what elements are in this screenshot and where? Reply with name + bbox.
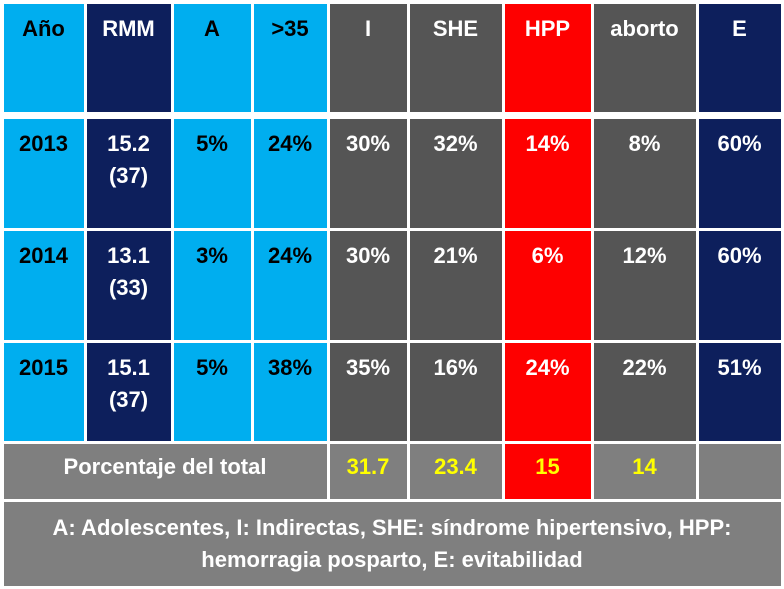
row-3-cell-indirect: 35% xyxy=(329,342,407,441)
row-2-adolescents: 3% xyxy=(196,242,228,268)
row-3-rmm: 15.1 xyxy=(107,354,150,380)
row-3-over-35: 38% xyxy=(267,354,313,380)
row-1-cell-indirect: 30% xyxy=(329,118,407,228)
row-2-rmm: 13.1 xyxy=(107,242,150,268)
row-2-cell-over-35: 24% xyxy=(253,230,327,340)
row-2-cell-year: 2014 xyxy=(3,230,84,340)
row-3-abortion: 22% xyxy=(622,354,667,380)
total-label: Porcentaje del total xyxy=(63,453,267,479)
row-1-adolescents: 5% xyxy=(196,130,228,156)
row-3-she: 16% xyxy=(433,354,478,380)
row-3-cell-year: 2015 xyxy=(3,342,84,441)
row-2-indirect: 30% xyxy=(345,242,391,268)
total-she: 23.4 xyxy=(434,453,477,479)
header-cell-year: Año xyxy=(3,3,84,112)
header-cell-indirect: I xyxy=(329,3,407,112)
header-cell-abortion: aborto xyxy=(593,3,696,112)
row-3-cell-hpp: 24% xyxy=(504,342,591,441)
row-1-cell-adolescents: 5% xyxy=(173,118,251,228)
header-label-indirect: I xyxy=(364,15,372,41)
row-3-cell-avoidability: 51% xyxy=(698,342,781,441)
header-label-adolescents: A xyxy=(204,15,220,41)
row-2-over-35: 24% xyxy=(267,242,313,268)
row-1-year: 2013 xyxy=(19,130,68,156)
total-hpp: 15 xyxy=(535,453,560,479)
header-label-abortion: aborto xyxy=(610,15,679,41)
header-label-hpp: HPP xyxy=(524,15,571,41)
total-indirect: 31.7 xyxy=(346,453,390,479)
header-label-over-35: >35 xyxy=(271,15,309,41)
total-cell-she: 23.4 xyxy=(409,443,502,499)
header-cell-rmm: RMM xyxy=(86,3,171,112)
header-cell-hpp: HPP xyxy=(504,3,591,112)
row-1-rmm-count: (37) xyxy=(108,162,149,188)
header-cell-she: SHE xyxy=(409,3,502,112)
row-1-cell-she: 32% xyxy=(409,118,502,228)
total-cell-abortion: 14 xyxy=(593,443,696,499)
row-1-cell-hpp: 14% xyxy=(504,118,591,228)
row-1-cell-over-35: 24% xyxy=(253,118,327,228)
row-1-rmm: 15.2 xyxy=(107,130,150,156)
row-2-rmm-count: (33) xyxy=(108,274,149,300)
row-3-cell-abortion: 22% xyxy=(593,342,696,441)
row-2-she: 21% xyxy=(433,242,478,268)
row-3-cell-adolescents: 5% xyxy=(173,342,251,441)
row-2-cell-adolescents: 3% xyxy=(173,230,251,340)
row-1-cell-year: 2013 xyxy=(3,118,84,228)
legend-cell: A: Adolescentes, I: Indirectas, SHE: sín… xyxy=(3,501,781,586)
row-3-cell-over-35: 38% xyxy=(253,342,327,441)
row-2-cell-abortion: 12% xyxy=(593,230,696,340)
header-cell-avoidability: E xyxy=(698,3,781,112)
total-label-cell: Porcentaje del total xyxy=(3,443,327,499)
row-2-avoidability: 60% xyxy=(717,242,762,268)
row-2-cell-rmm: 13.1 (33) xyxy=(86,230,171,340)
total-cell-avoidability xyxy=(698,443,781,499)
row-3-cell-she: 16% xyxy=(409,342,502,441)
row-1-avoidability: 60% xyxy=(717,130,762,156)
row-2-hpp: 6% xyxy=(531,242,564,268)
row-1-indirect: 30% xyxy=(345,130,391,156)
total-abortion: 14 xyxy=(632,453,657,479)
total-cell-hpp: 15 xyxy=(504,443,591,499)
row-2-year: 2014 xyxy=(19,242,68,268)
row-1-hpp: 14% xyxy=(525,130,570,156)
header-cell-adolescents: A xyxy=(173,3,251,112)
header-label-year: Año xyxy=(22,15,65,41)
row-3-adolescents: 5% xyxy=(196,354,228,380)
row-1-she: 32% xyxy=(433,130,478,156)
row-1-abortion: 8% xyxy=(628,130,661,156)
row-3-hpp: 24% xyxy=(525,354,570,380)
header-label-she: SHE xyxy=(432,15,479,41)
row-2-cell-she: 21% xyxy=(409,230,502,340)
row-3-indirect: 35% xyxy=(345,354,391,380)
row-2-cell-indirect: 30% xyxy=(329,230,407,340)
header-label-rmm: RMM xyxy=(102,15,155,41)
row-2-cell-hpp: 6% xyxy=(504,230,591,340)
total-cell-indirect: 31.7 xyxy=(329,443,407,499)
row-1-over-35: 24% xyxy=(267,130,313,156)
row-2-cell-avoidability: 60% xyxy=(698,230,781,340)
row-3-avoidability: 51% xyxy=(717,354,762,380)
row-3-rmm-count: (37) xyxy=(108,386,149,412)
row-2-abortion: 12% xyxy=(622,242,667,268)
row-1-cell-rmm: 15.2 (37) xyxy=(86,118,171,228)
header-cell-over-35: >35 xyxy=(253,3,327,112)
row-3-cell-rmm: 15.1 (37) xyxy=(86,342,171,441)
row-1-cell-avoidability: 60% xyxy=(698,118,781,228)
row-1-cell-abortion: 8% xyxy=(593,118,696,228)
header-label-avoidability: E xyxy=(732,15,747,41)
row-3-year: 2015 xyxy=(19,354,68,380)
